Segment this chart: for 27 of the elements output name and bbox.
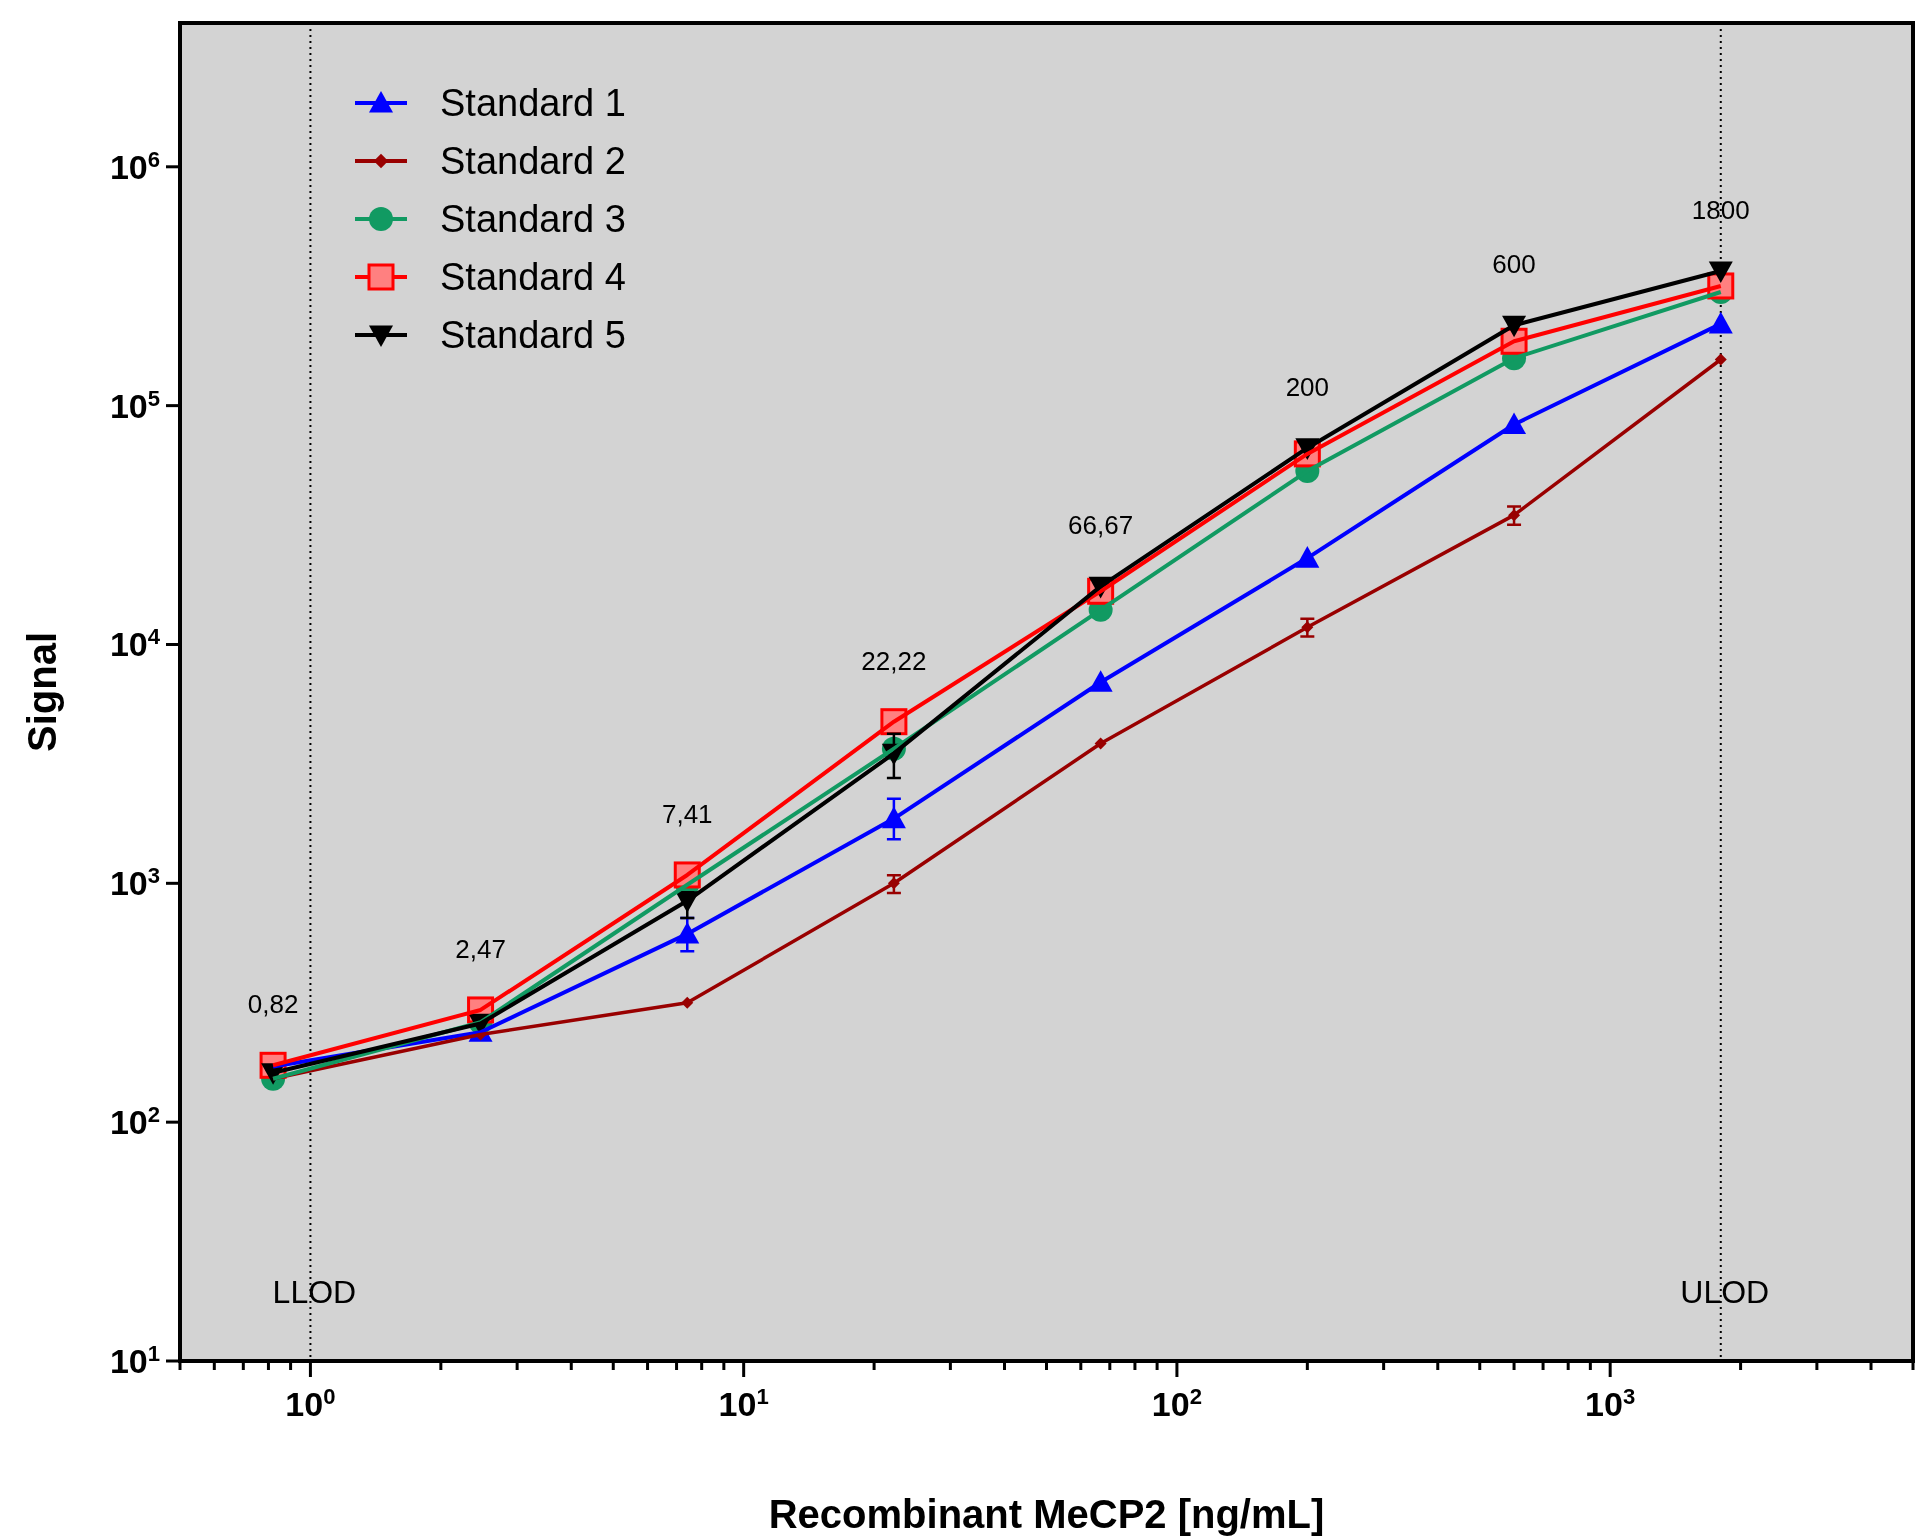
y-tick-label: 10$^{2}$ <box>109 1101 160 1142</box>
y-tick-label: 10$^{5}$ <box>109 385 160 425</box>
x-tick-label: 10$^{2}$ <box>1151 1383 1202 1423</box>
ref-line-label: ULOD <box>1680 1274 1770 1310</box>
annotation: 2,47 <box>455 933 506 964</box>
legend-label: Standard 1 <box>440 82 626 124</box>
legend-label: Standard 3 <box>440 198 626 240</box>
y-tick-label: 10$^{1}$ <box>109 1340 160 1380</box>
y-tick-label: 10$^{4}$ <box>109 623 161 664</box>
legend-label: Standard 2 <box>440 140 626 182</box>
legend-label: Standard 4 <box>440 256 626 298</box>
annotation: 0,82 <box>247 989 299 1020</box>
y-tick-label: 10$^{6}$ <box>109 146 160 186</box>
y-axis-title: Signal <box>20 631 64 753</box>
legend-label: Standard 5 <box>440 314 626 356</box>
annotation: 66,67 <box>1068 510 1134 541</box>
ref-line-label: LLOD <box>272 1274 357 1310</box>
y-tick-label: 10$^{3}$ <box>109 862 160 903</box>
annotation: 22,22 <box>861 645 927 676</box>
x-tick-label: 10$^{1}$ <box>718 1383 769 1423</box>
x-tick-label: 10$^{0}$ <box>285 1383 336 1423</box>
annotation: 1800 <box>1691 195 1750 226</box>
annotation: 7,41 <box>661 798 713 829</box>
x-tick-label: 10$^{3}$ <box>1585 1383 1636 1423</box>
annotation: 600 <box>1492 249 1536 280</box>
annotation: 200 <box>1285 371 1330 402</box>
x-axis-title: Recombinant MeCP2 [ng/mL] <box>768 1492 1325 1536</box>
